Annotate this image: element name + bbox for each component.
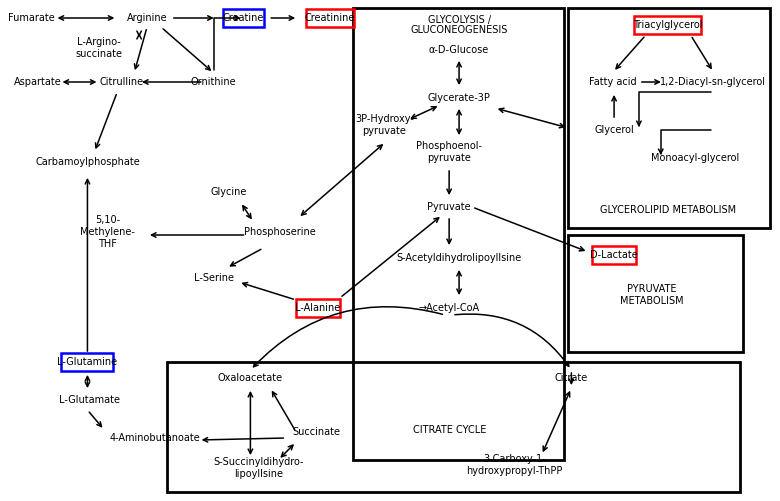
Text: Glycerol: Glycerol: [594, 125, 634, 135]
Bar: [296, 299, 340, 317]
Bar: [569, 235, 743, 352]
Text: Phosphoenol-
pyruvate: Phosphoenol- pyruvate: [417, 141, 482, 163]
Text: Oxaloacetate: Oxaloacetate: [218, 373, 283, 383]
Text: 4-Aminobutanoate: 4-Aminobutanoate: [109, 433, 200, 443]
Text: 1,2-Diacyl-sn-glycerol: 1,2-Diacyl-sn-glycerol: [661, 77, 767, 87]
Bar: [353, 8, 565, 460]
Text: Fatty acid: Fatty acid: [589, 77, 637, 87]
Text: S-Succinyldihydro-
lipoyllsine: S-Succinyldihydro- lipoyllsine: [213, 457, 303, 479]
Text: Monoacyl-glycerol: Monoacyl-glycerol: [651, 153, 739, 163]
Text: Ornithine: Ornithine: [191, 77, 236, 87]
Bar: [634, 16, 701, 34]
Text: Arginine: Arginine: [126, 13, 168, 23]
Text: CITRATE CYCLE: CITRATE CYCLE: [413, 425, 487, 435]
Text: Carbamoylphosphate: Carbamoylphosphate: [35, 157, 140, 167]
Text: Fumarate: Fumarate: [9, 13, 55, 23]
Text: Pyruvate: Pyruvate: [427, 202, 471, 212]
Text: 5,10-
Methylene-
THF: 5,10- Methylene- THF: [80, 215, 135, 248]
Text: Creatinine: Creatinine: [305, 13, 355, 23]
Text: 3-Carboxy-1-
hydroxypropyl-ThPP: 3-Carboxy-1- hydroxypropyl-ThPP: [466, 454, 563, 476]
Text: GLYCOLYSIS /: GLYCOLYSIS /: [427, 15, 491, 25]
Text: Creatine: Creatine: [223, 13, 264, 23]
Text: Glycerate-3P: Glycerate-3P: [427, 93, 491, 103]
Text: Phosphoserine: Phosphoserine: [244, 227, 316, 237]
Bar: [592, 246, 636, 264]
Bar: [223, 9, 264, 27]
Text: Glycine: Glycine: [211, 187, 246, 197]
Bar: [306, 9, 354, 27]
Text: α-D-Glucose: α-D-Glucose: [429, 45, 489, 55]
Text: Succinate: Succinate: [292, 427, 340, 437]
Text: L-Serine: L-Serine: [193, 273, 234, 283]
Bar: [167, 362, 740, 492]
Bar: [62, 353, 113, 371]
Text: Aspartate: Aspartate: [14, 77, 62, 87]
Text: L-Alanine: L-Alanine: [296, 303, 341, 313]
Text: GLYCEROLIPID METABOLISM: GLYCEROLIPID METABOLISM: [600, 205, 736, 215]
Text: S-Acetyldihydrolipoyllsine: S-Acetyldihydrolipoyllsine: [396, 253, 522, 263]
Text: Citrate: Citrate: [555, 373, 588, 383]
Text: PYRUVATE
METABOLISM: PYRUVATE METABOLISM: [620, 284, 683, 306]
Text: 3P-Hydroxy-
pyruvate: 3P-Hydroxy- pyruvate: [355, 114, 414, 136]
Text: L-Glutamate: L-Glutamate: [59, 395, 120, 405]
Bar: [569, 8, 770, 228]
Text: →Acetyl-CoA: →Acetyl-CoA: [419, 303, 480, 313]
Text: D-Lactate: D-Lactate: [590, 250, 638, 260]
Text: L-Argino-
succinate: L-Argino- succinate: [76, 37, 123, 59]
Text: L-Glutamine: L-Glutamine: [58, 357, 118, 367]
Text: GLUCONEOGENESIS: GLUCONEOGENESIS: [410, 25, 508, 35]
Text: Triacylglycerol: Triacylglycerol: [633, 20, 703, 30]
Text: Citrulline: Citrulline: [99, 77, 144, 87]
